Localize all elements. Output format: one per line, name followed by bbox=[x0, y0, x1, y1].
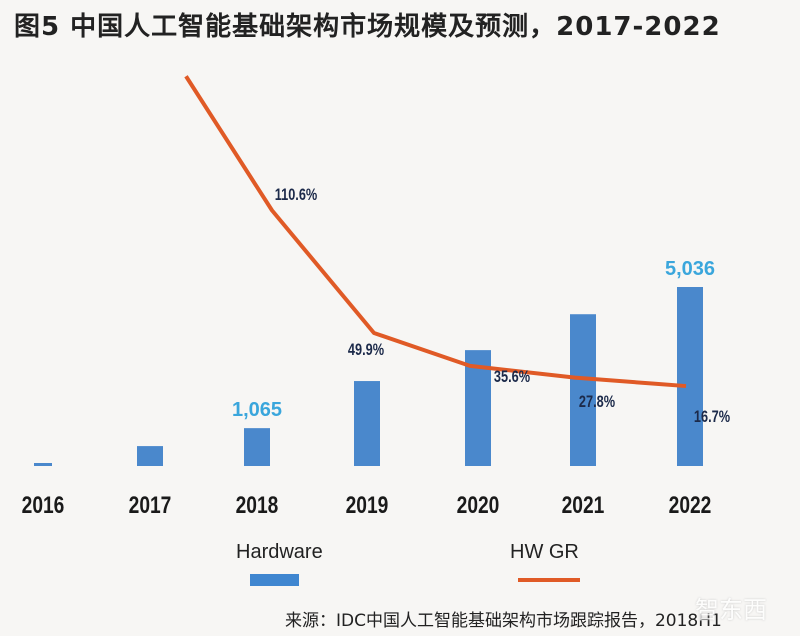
legend-swatch-hardware bbox=[250, 574, 299, 586]
line-label-2021: 27.8% bbox=[579, 392, 615, 411]
bar-2021 bbox=[570, 314, 596, 466]
line-label-2018: 110.6% bbox=[275, 185, 318, 204]
line-label-2020: 35.6% bbox=[494, 367, 530, 386]
legend-label-hwgr: HW GR bbox=[510, 541, 579, 563]
line-label-2022: 16.7% bbox=[694, 407, 730, 426]
line-label-2019: 49.9% bbox=[348, 340, 384, 359]
bar-2016 bbox=[34, 463, 52, 466]
bar-label-2018: 1,065 bbox=[232, 399, 282, 421]
x-tick-2016: 2016 bbox=[22, 491, 65, 519]
legend-swatch-hwgr bbox=[518, 578, 580, 582]
growth-rate-line bbox=[184, 75, 687, 389]
bar-2018 bbox=[244, 428, 270, 466]
x-tick-2019: 2019 bbox=[346, 491, 389, 519]
bar-2017 bbox=[137, 446, 163, 466]
x-tick-2017: 2017 bbox=[129, 491, 172, 519]
x-tick-2021: 2021 bbox=[562, 491, 605, 519]
x-tick-2022: 2022 bbox=[669, 491, 712, 519]
bar-2022 bbox=[677, 287, 703, 466]
source-note: 来源：IDC中国人工智能基础架构市场跟踪报告，2018H1 bbox=[285, 611, 722, 631]
bar-label-2022: 5,036 bbox=[665, 258, 715, 280]
watermark-logo: 智东西 bbox=[695, 596, 767, 624]
x-tick-2018: 2018 bbox=[236, 491, 279, 519]
legend-label-hardware: Hardware bbox=[236, 541, 323, 563]
bar-2019 bbox=[354, 381, 380, 466]
x-tick-2020: 2020 bbox=[457, 491, 500, 519]
chart-title: 图5 中国人工智能基础架构市场规模及预测，2017-2022 bbox=[14, 12, 721, 42]
